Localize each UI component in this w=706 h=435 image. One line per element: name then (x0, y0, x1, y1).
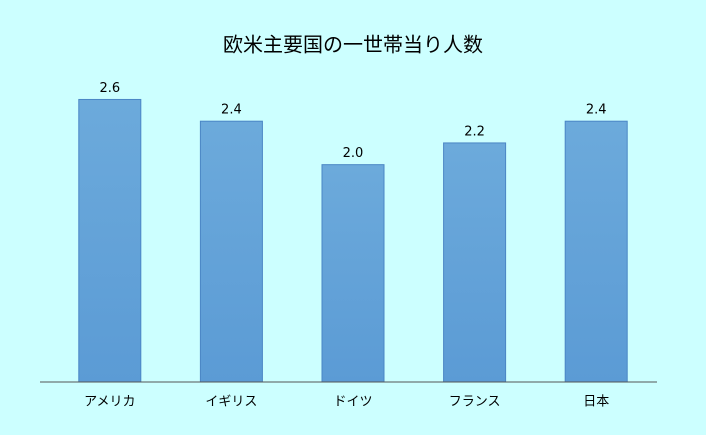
bar (443, 142, 507, 383)
value-label: 2.4 (586, 103, 607, 118)
bar (564, 120, 628, 383)
value-label: 2.4 (221, 103, 242, 118)
bar (78, 98, 142, 383)
bar (199, 120, 263, 383)
x-tick-label: 日本 (583, 395, 609, 410)
bar (321, 164, 385, 383)
x-tick-label: フランス (449, 395, 501, 410)
x-tick-label: アメリカ (84, 395, 135, 410)
x-tick-label: イギリス (205, 395, 257, 410)
x-tick-label: ドイツ (333, 395, 372, 410)
value-label: 2.0 (343, 146, 364, 161)
value-label: 2.2 (464, 124, 485, 139)
chart-title: 欧米主要国の一世帯当り人数 (223, 33, 483, 57)
value-label: 2.6 (99, 81, 120, 96)
